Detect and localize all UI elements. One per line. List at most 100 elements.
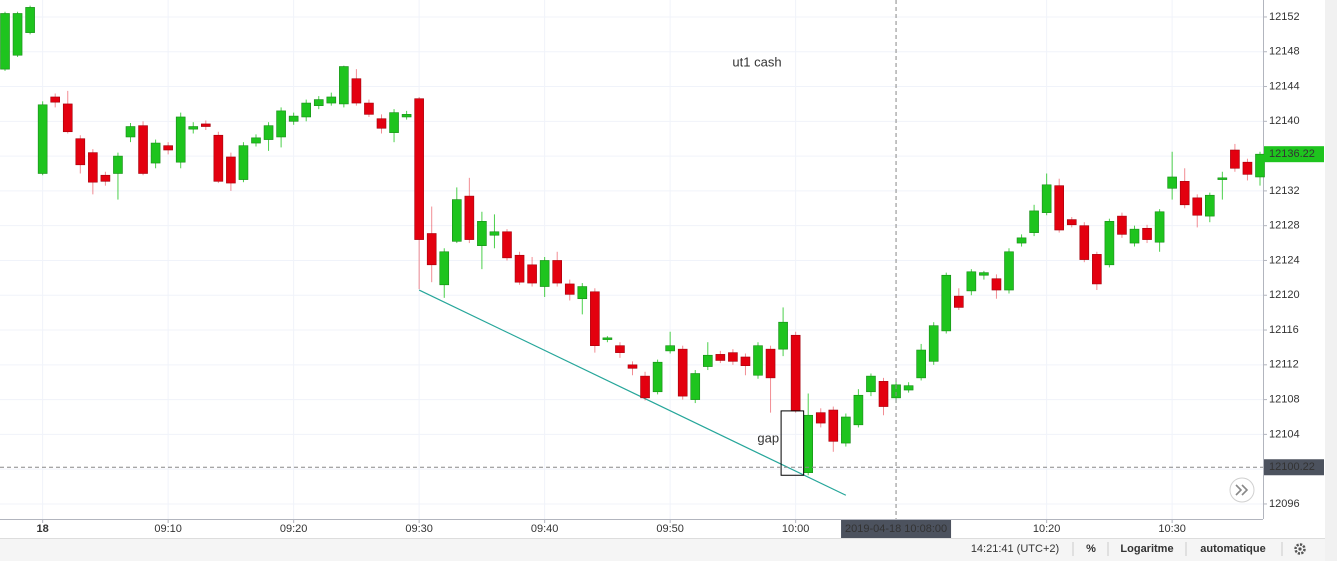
candle-body: [652, 361, 663, 393]
candle-body: [1004, 251, 1014, 291]
candle-body: [853, 394, 864, 426]
candle-body: [1255, 153, 1265, 178]
y-tick-label: 12152: [1269, 11, 1300, 23]
candle-body: [602, 337, 613, 340]
plot-area: [0, 0, 1263, 519]
candle-body: [1230, 149, 1240, 169]
y-tick-label: 12140: [1269, 115, 1300, 127]
candle-body: [640, 375, 650, 399]
candle-body: [740, 356, 751, 366]
scroll-right-button[interactable]: [1229, 477, 1255, 503]
candle-body: [803, 414, 814, 473]
candle-body: [389, 112, 399, 133]
candle-body: [251, 137, 261, 144]
price-axis: [1263, 0, 1325, 538]
percent-button[interactable]: %: [1086, 543, 1096, 555]
candle-body: [62, 103, 73, 133]
candle-body: [979, 272, 989, 276]
candle-body: [88, 152, 98, 183]
candle-body: [464, 195, 475, 240]
candle-body: [414, 98, 424, 240]
candle-body: [1104, 221, 1115, 266]
x-tick-label: 10:00: [782, 523, 810, 535]
y-tick-label: 12128: [1269, 220, 1300, 232]
x-tick-label: 18: [37, 523, 49, 535]
candle-body: [150, 142, 161, 164]
candle-body: [1192, 197, 1203, 216]
y-tick-label: 12112: [1269, 359, 1299, 371]
x-tick-label: 10:20: [1033, 523, 1061, 535]
candle-body: [1016, 237, 1027, 244]
candle-body: [665, 345, 675, 352]
y-tick-label: 12116: [1269, 324, 1299, 336]
candle-body: [916, 349, 926, 379]
candle-body: [1179, 181, 1190, 206]
candle-body: [715, 354, 726, 361]
candle-body: [778, 321, 788, 350]
y-tick-label: 12124: [1269, 254, 1300, 266]
x-tick-label: 09:50: [656, 523, 684, 535]
y-tick-label: 12148: [1269, 46, 1300, 58]
candle-body: [1205, 194, 1215, 217]
candle-body: [339, 66, 349, 105]
last-price-box: [1264, 146, 1324, 163]
y-tick-label: 12096: [1269, 498, 1300, 510]
x-tick-label: 09:10: [154, 523, 182, 535]
y-tick-label: 12144: [1269, 80, 1300, 92]
candle-body: [1154, 211, 1165, 243]
candle-body: [163, 145, 173, 151]
candle-body: [489, 231, 500, 236]
status-bar: [0, 538, 1325, 561]
chart-title: ut1 cash: [732, 54, 781, 69]
y-tick-label: 12104: [1269, 428, 1300, 440]
settings-button[interactable]: [1294, 543, 1306, 555]
candle-body: [702, 354, 713, 367]
candle-body: [1242, 161, 1253, 175]
candle-body: [226, 156, 236, 184]
crosshair-time-box: [841, 520, 952, 538]
crosshair-price-box: [1264, 459, 1324, 476]
x-tick-label: 09:40: [531, 523, 559, 535]
candle-body: [527, 264, 537, 284]
gear-icon: [1294, 543, 1306, 555]
auto-button[interactable]: automatique: [1200, 543, 1265, 555]
log-button[interactable]: Logaritme: [1120, 543, 1173, 555]
gear-hub: [1298, 547, 1302, 551]
candle-body: [1066, 219, 1077, 226]
candle-body: [941, 274, 952, 332]
candle-body: [364, 102, 374, 115]
candle-body: [37, 104, 48, 174]
candle-body: [1117, 215, 1127, 235]
candle-body: [615, 345, 625, 353]
candle-body: [12, 13, 23, 56]
candle-body: [953, 295, 964, 308]
candle-body: [376, 118, 387, 129]
candle-body: [25, 7, 35, 33]
candle-body: [841, 416, 851, 444]
candle-body: [477, 221, 487, 246]
candle-body: [966, 271, 977, 292]
candle-body: [125, 126, 136, 138]
y-tick-label: 12132: [1269, 185, 1300, 197]
crosshair-time-label: 2019-04-18 10:08:00: [845, 523, 947, 535]
candle-body: [878, 381, 889, 407]
candle-body: [175, 116, 186, 163]
candle-body: [401, 114, 412, 118]
candle-body: [765, 348, 776, 379]
y-tick-label: 12120: [1269, 289, 1300, 301]
candle-body: [690, 373, 701, 400]
scrollbar[interactable]: [1325, 0, 1337, 561]
candle-body: [288, 115, 299, 122]
x-tick-label: 09:20: [280, 523, 308, 535]
x-tick-label: 10:30: [1158, 523, 1186, 535]
candle-body: [677, 348, 688, 397]
candle-body: [1054, 185, 1064, 231]
candle-body: [1079, 225, 1090, 260]
candle-body: [188, 126, 199, 130]
candle-body: [138, 125, 148, 174]
annotation: gap: [757, 431, 779, 446]
candle-body: [564, 283, 575, 295]
candle-body: [50, 96, 61, 103]
candle-body: [439, 251, 450, 286]
